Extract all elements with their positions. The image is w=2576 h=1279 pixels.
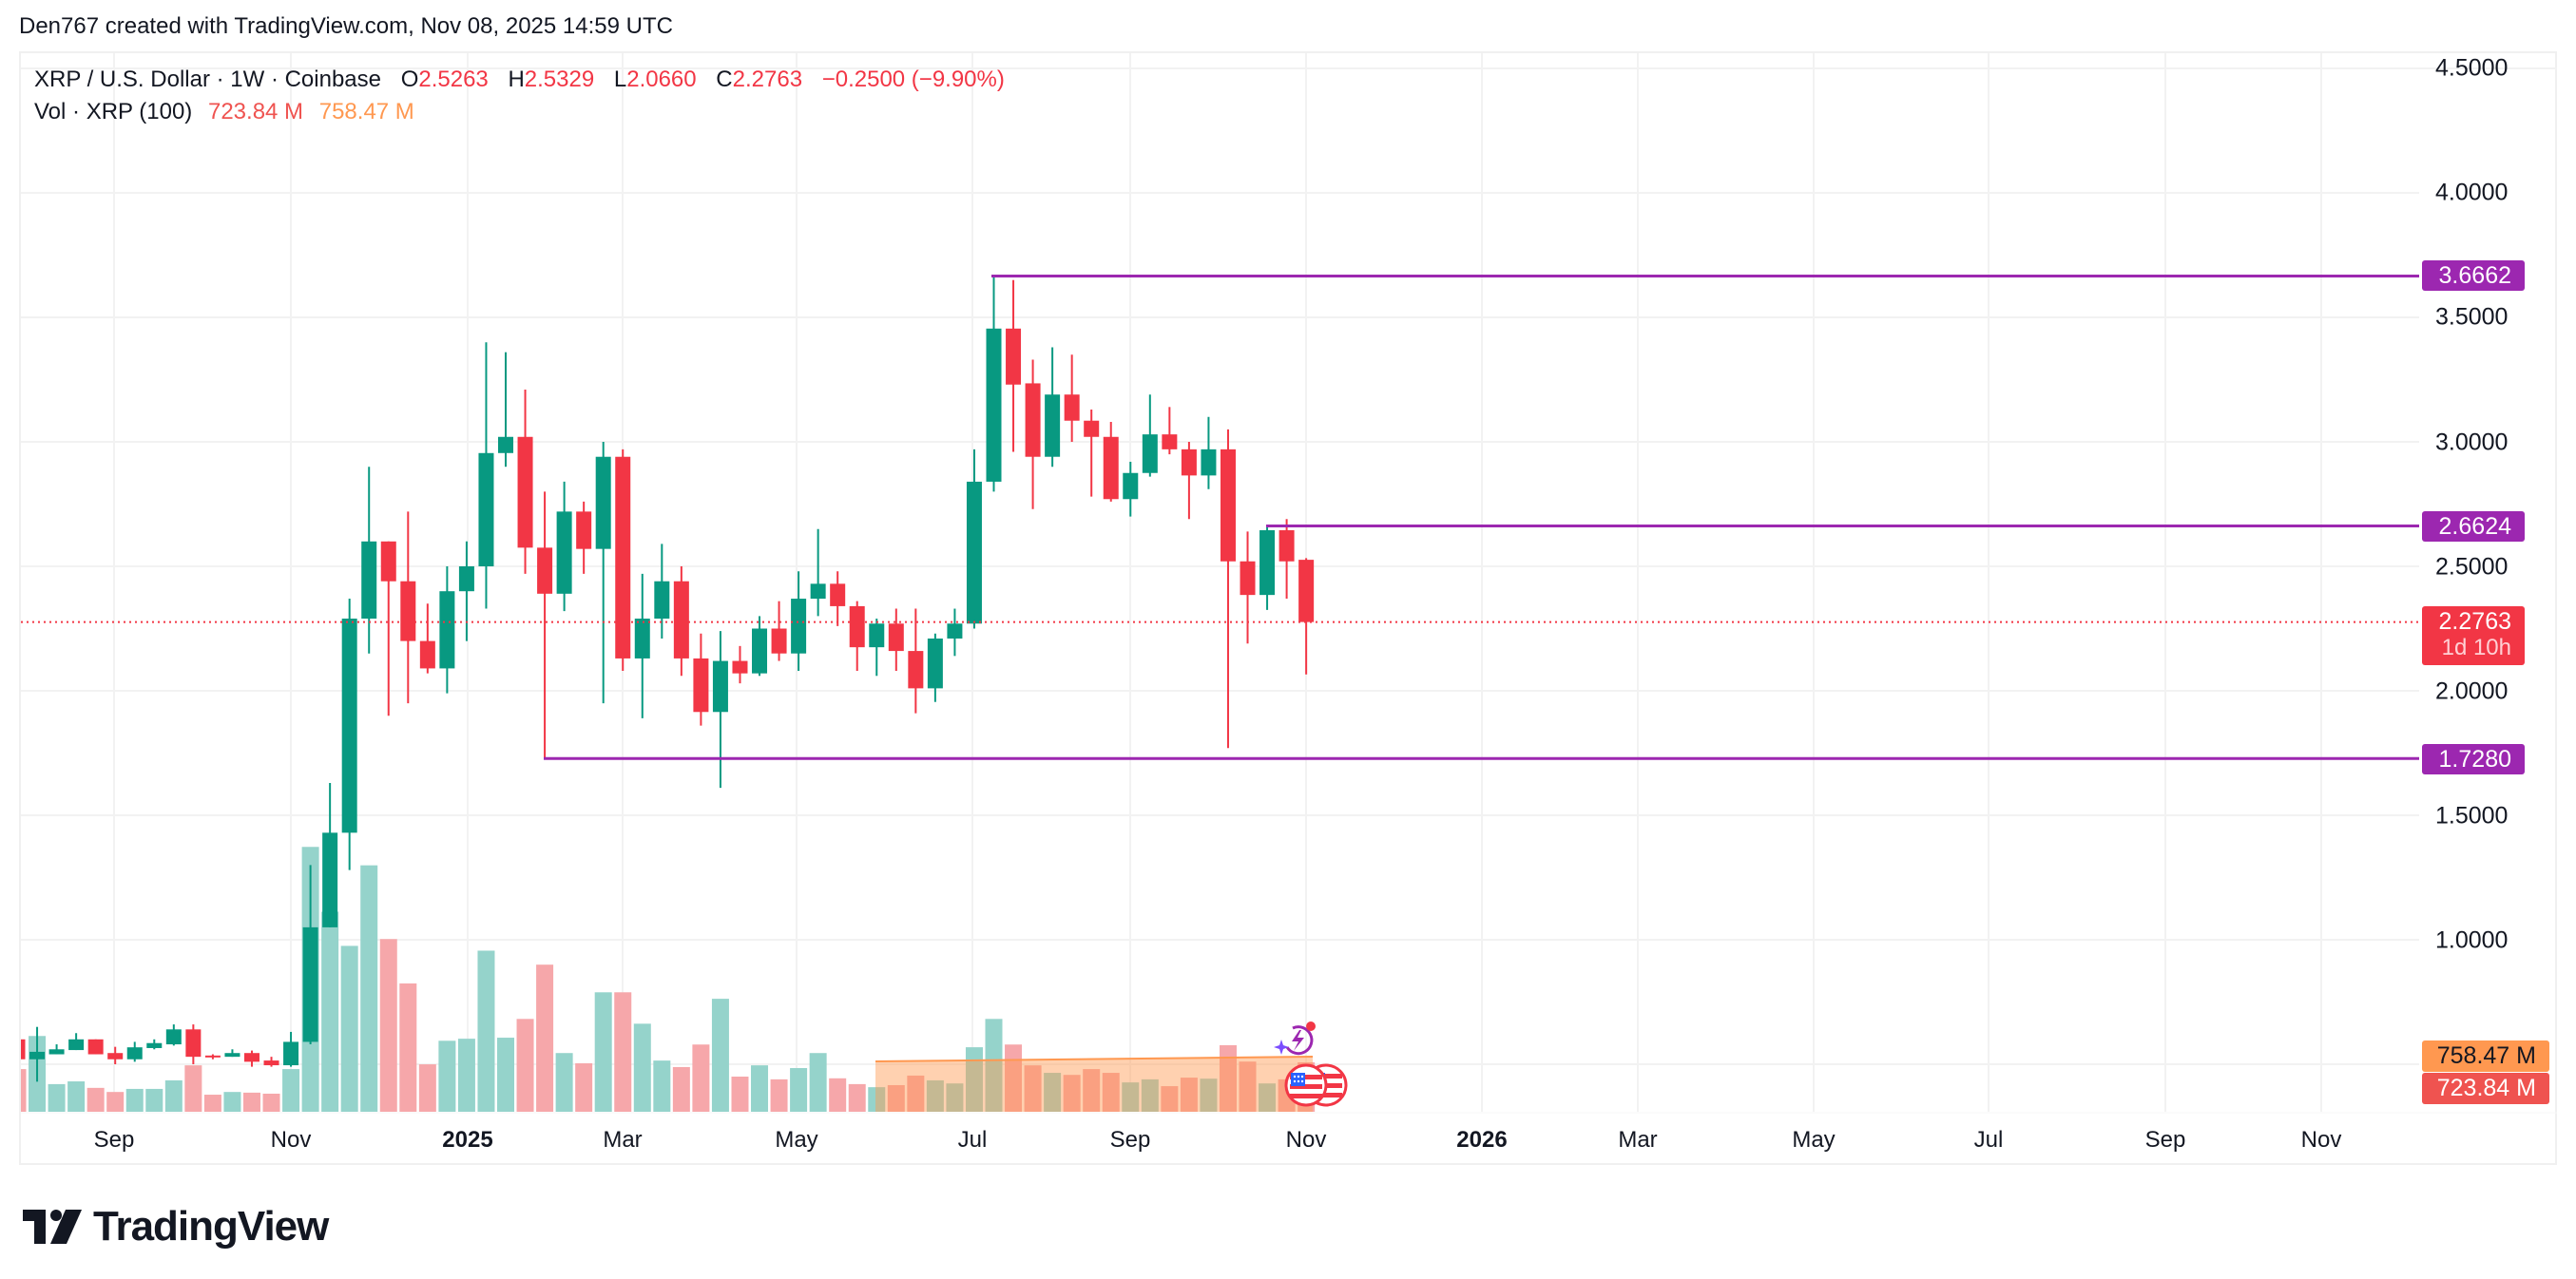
- volume-ma-value: 758.47 M: [318, 99, 414, 124]
- time-tick: Nov: [2300, 1127, 2342, 1153]
- volume-value: 723.84 M: [207, 99, 304, 124]
- high-key: H: [508, 67, 525, 92]
- symbol-legend: XRP / U.S. Dollar · 1W · Coinbase O2.526…: [34, 67, 1005, 93]
- time-tick-year: 2025: [442, 1127, 493, 1153]
- tradingview-logo-icon: [23, 1210, 82, 1244]
- time-tick: Sep: [93, 1127, 135, 1153]
- bar-countdown: 1d 10h: [2441, 635, 2511, 660]
- time-tick: May: [775, 1127, 818, 1153]
- low-key: L: [613, 67, 627, 92]
- price-tick: 4.0000: [2435, 179, 2509, 206]
- level-tag-support: 1.7280: [2422, 744, 2525, 774]
- close-key: C: [716, 67, 733, 92]
- time-tick-year: 2026: [1456, 1127, 1508, 1153]
- time-tick: May: [1792, 1127, 1836, 1153]
- volume-ma-tag: 758.47 M: [2422, 1040, 2549, 1072]
- time-tick: Sep: [1109, 1127, 1151, 1153]
- change-value: −0.2500 (−9.90%): [821, 67, 1005, 92]
- time-tick: Nov: [270, 1127, 312, 1153]
- price-tick: 2.0000: [2435, 678, 2509, 705]
- time-tick: Nov: [1285, 1127, 1327, 1153]
- brand-name: TradingView: [93, 1203, 329, 1250]
- open-key: O: [400, 67, 419, 92]
- symbol-title[interactable]: XRP / U.S. Dollar · 1W · Coinbase: [34, 67, 382, 92]
- level-tag-resistance: 2.6624: [2422, 511, 2525, 542]
- chart-credit: Den767 created with TradingView.com, Nov…: [19, 13, 673, 39]
- last-price-tag: 2.2763 1d 10h: [2422, 606, 2525, 665]
- time-tick: Mar: [603, 1127, 643, 1153]
- economic-event-flag-icon[interactable]: [1283, 1062, 1350, 1113]
- time-tick: Jul: [1973, 1127, 2004, 1153]
- level-tag-resistance-high: 3.6662: [2422, 260, 2525, 291]
- close-value: 2.2763: [732, 67, 803, 92]
- tradingview-logo[interactable]: TradingView: [23, 1203, 329, 1250]
- time-tick: Sep: [2144, 1127, 2186, 1153]
- news-lightning-icon[interactable]: [1274, 1019, 1319, 1065]
- price-tick: 1.5000: [2435, 802, 2509, 830]
- volume-legend: Vol · XRP (100) 723.84 M 758.47 M: [34, 99, 414, 125]
- price-tick: 2.5000: [2435, 553, 2509, 581]
- time-tick: Mar: [1618, 1127, 1658, 1153]
- low-value: 2.0660: [626, 67, 697, 92]
- time-tick: Jul: [957, 1127, 988, 1153]
- volume-tag: 723.84 M: [2422, 1073, 2549, 1104]
- price-tick: 4.5000: [2435, 54, 2509, 82]
- high-value: 2.5329: [524, 67, 595, 92]
- last-price-value: 2.2763: [2438, 608, 2511, 635]
- open-value: 2.5263: [418, 67, 489, 92]
- price-tick: 3.0000: [2435, 429, 2509, 456]
- chart-frame: [19, 51, 2557, 1165]
- volume-title[interactable]: Vol · XRP (100): [34, 99, 193, 124]
- price-tick: 3.5000: [2435, 303, 2509, 331]
- price-tick: 1.0000: [2435, 926, 2509, 954]
